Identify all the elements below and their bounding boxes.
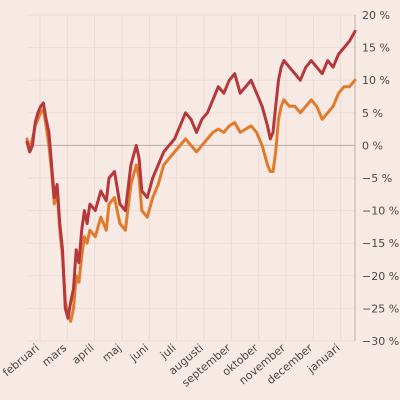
series-line-2 (25, 78, 357, 323)
series-line-1 (25, 29, 357, 320)
y-tick-label: 15 % (362, 42, 390, 55)
series-layer (25, 29, 357, 323)
x-tick-label: mars (40, 341, 70, 369)
y-tick-label: −5 % (362, 172, 392, 185)
x-tick-label: juni (127, 341, 151, 364)
x-tick-label: februari (0, 341, 42, 379)
y-tick-label: −20 % (362, 270, 399, 283)
y-tick-label: 5 % (362, 107, 383, 120)
y-tick-label: −10 % (362, 205, 399, 218)
y-tick-label: 10 % (362, 74, 390, 87)
y-tick-label: −30 % (362, 335, 399, 348)
y-tick-label: −25 % (362, 302, 399, 315)
chart-grid (27, 14, 355, 342)
x-tick-label: maj (100, 341, 124, 364)
y-axis-ticks: 20 % 15 % 10 % 5 % 0 % −5 % −10 % −15 % −20 % −25… (362, 9, 399, 348)
y-tick-label: −15 % (362, 237, 399, 250)
x-tick-label: april (70, 341, 97, 367)
y-tick-label: 20 % (362, 9, 390, 22)
y-tick-label: 0 % (362, 139, 383, 152)
